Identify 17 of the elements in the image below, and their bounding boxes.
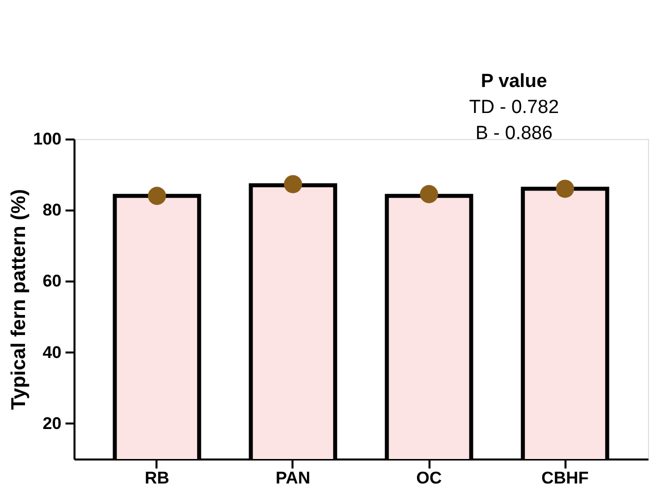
text: TD - 0.782 — [469, 97, 559, 118]
point — [148, 186, 166, 205]
y-tick-label: 80 — [42, 200, 62, 220]
x-tick-label: PAN — [276, 468, 310, 488]
point — [284, 175, 302, 194]
y-tick-label: 100 — [33, 130, 62, 148]
x-tick-label: CBHF — [541, 468, 589, 488]
x-tick-label: RB — [144, 468, 170, 488]
x-tick-label: OC — [416, 468, 442, 488]
y-tick-label: 60 — [42, 272, 62, 291]
annotation: B - 0.886 — [475, 123, 553, 144]
point — [420, 185, 438, 204]
point — [556, 180, 574, 198]
y-tick-label: 40 — [42, 342, 62, 362]
text: P value — [480, 71, 548, 92]
y-tick-label: 20 — [42, 414, 62, 433]
y-axis-title: Typical fern pattern (%) — [8, 189, 30, 410]
